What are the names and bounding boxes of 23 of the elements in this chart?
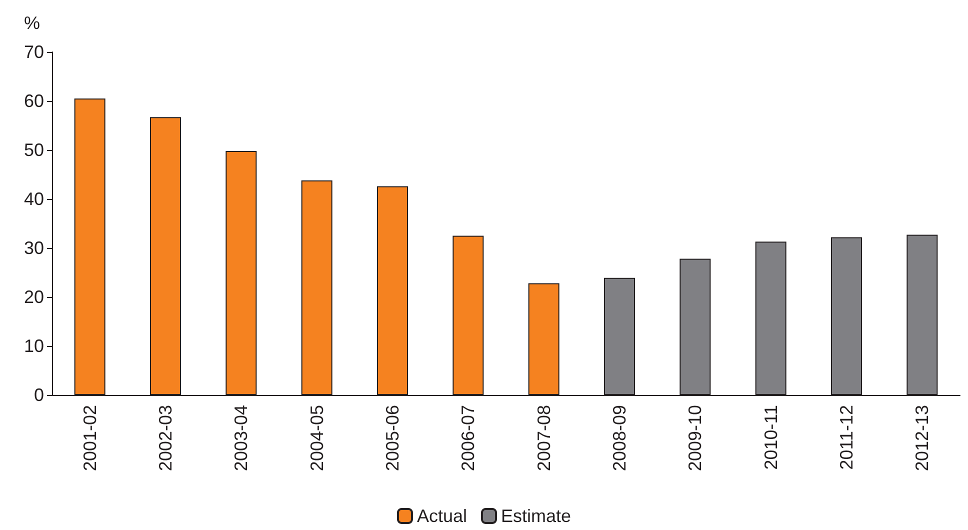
y-tick-label: 40 xyxy=(24,189,44,209)
y-tick-label: 30 xyxy=(24,238,44,258)
y-tick-label: 70 xyxy=(24,42,44,62)
legend-label: Actual xyxy=(416,506,468,526)
x-tick-label: 2002-03 xyxy=(156,405,176,472)
x-tick-label: 2008-09 xyxy=(610,405,630,472)
y-tick-label: 20 xyxy=(24,287,44,307)
legend-label: Estimate xyxy=(501,506,572,526)
y-tick-label: 50 xyxy=(24,140,44,160)
x-tick-label: 2006-07 xyxy=(458,405,478,472)
x-tick-label: 2003-04 xyxy=(231,405,252,472)
y-axis-title: % xyxy=(24,13,40,33)
x-tick-label: 2012-13 xyxy=(912,405,932,472)
y-tick-label: 10 xyxy=(24,336,44,356)
x-tick-label: 2007-08 xyxy=(534,405,554,472)
x-tick-label: 2004-05 xyxy=(306,405,327,472)
x-tick-label: 2005-06 xyxy=(382,405,402,472)
y-tick-label: 60 xyxy=(24,91,44,111)
x-tick-label: 2010-11 xyxy=(760,405,781,470)
y-tick-label: 0 xyxy=(34,385,44,405)
x-tick-label: 2001-02 xyxy=(80,405,100,472)
x-tick-label: 2011-12 xyxy=(836,405,856,470)
x-tick-label: 2009-10 xyxy=(685,405,706,472)
